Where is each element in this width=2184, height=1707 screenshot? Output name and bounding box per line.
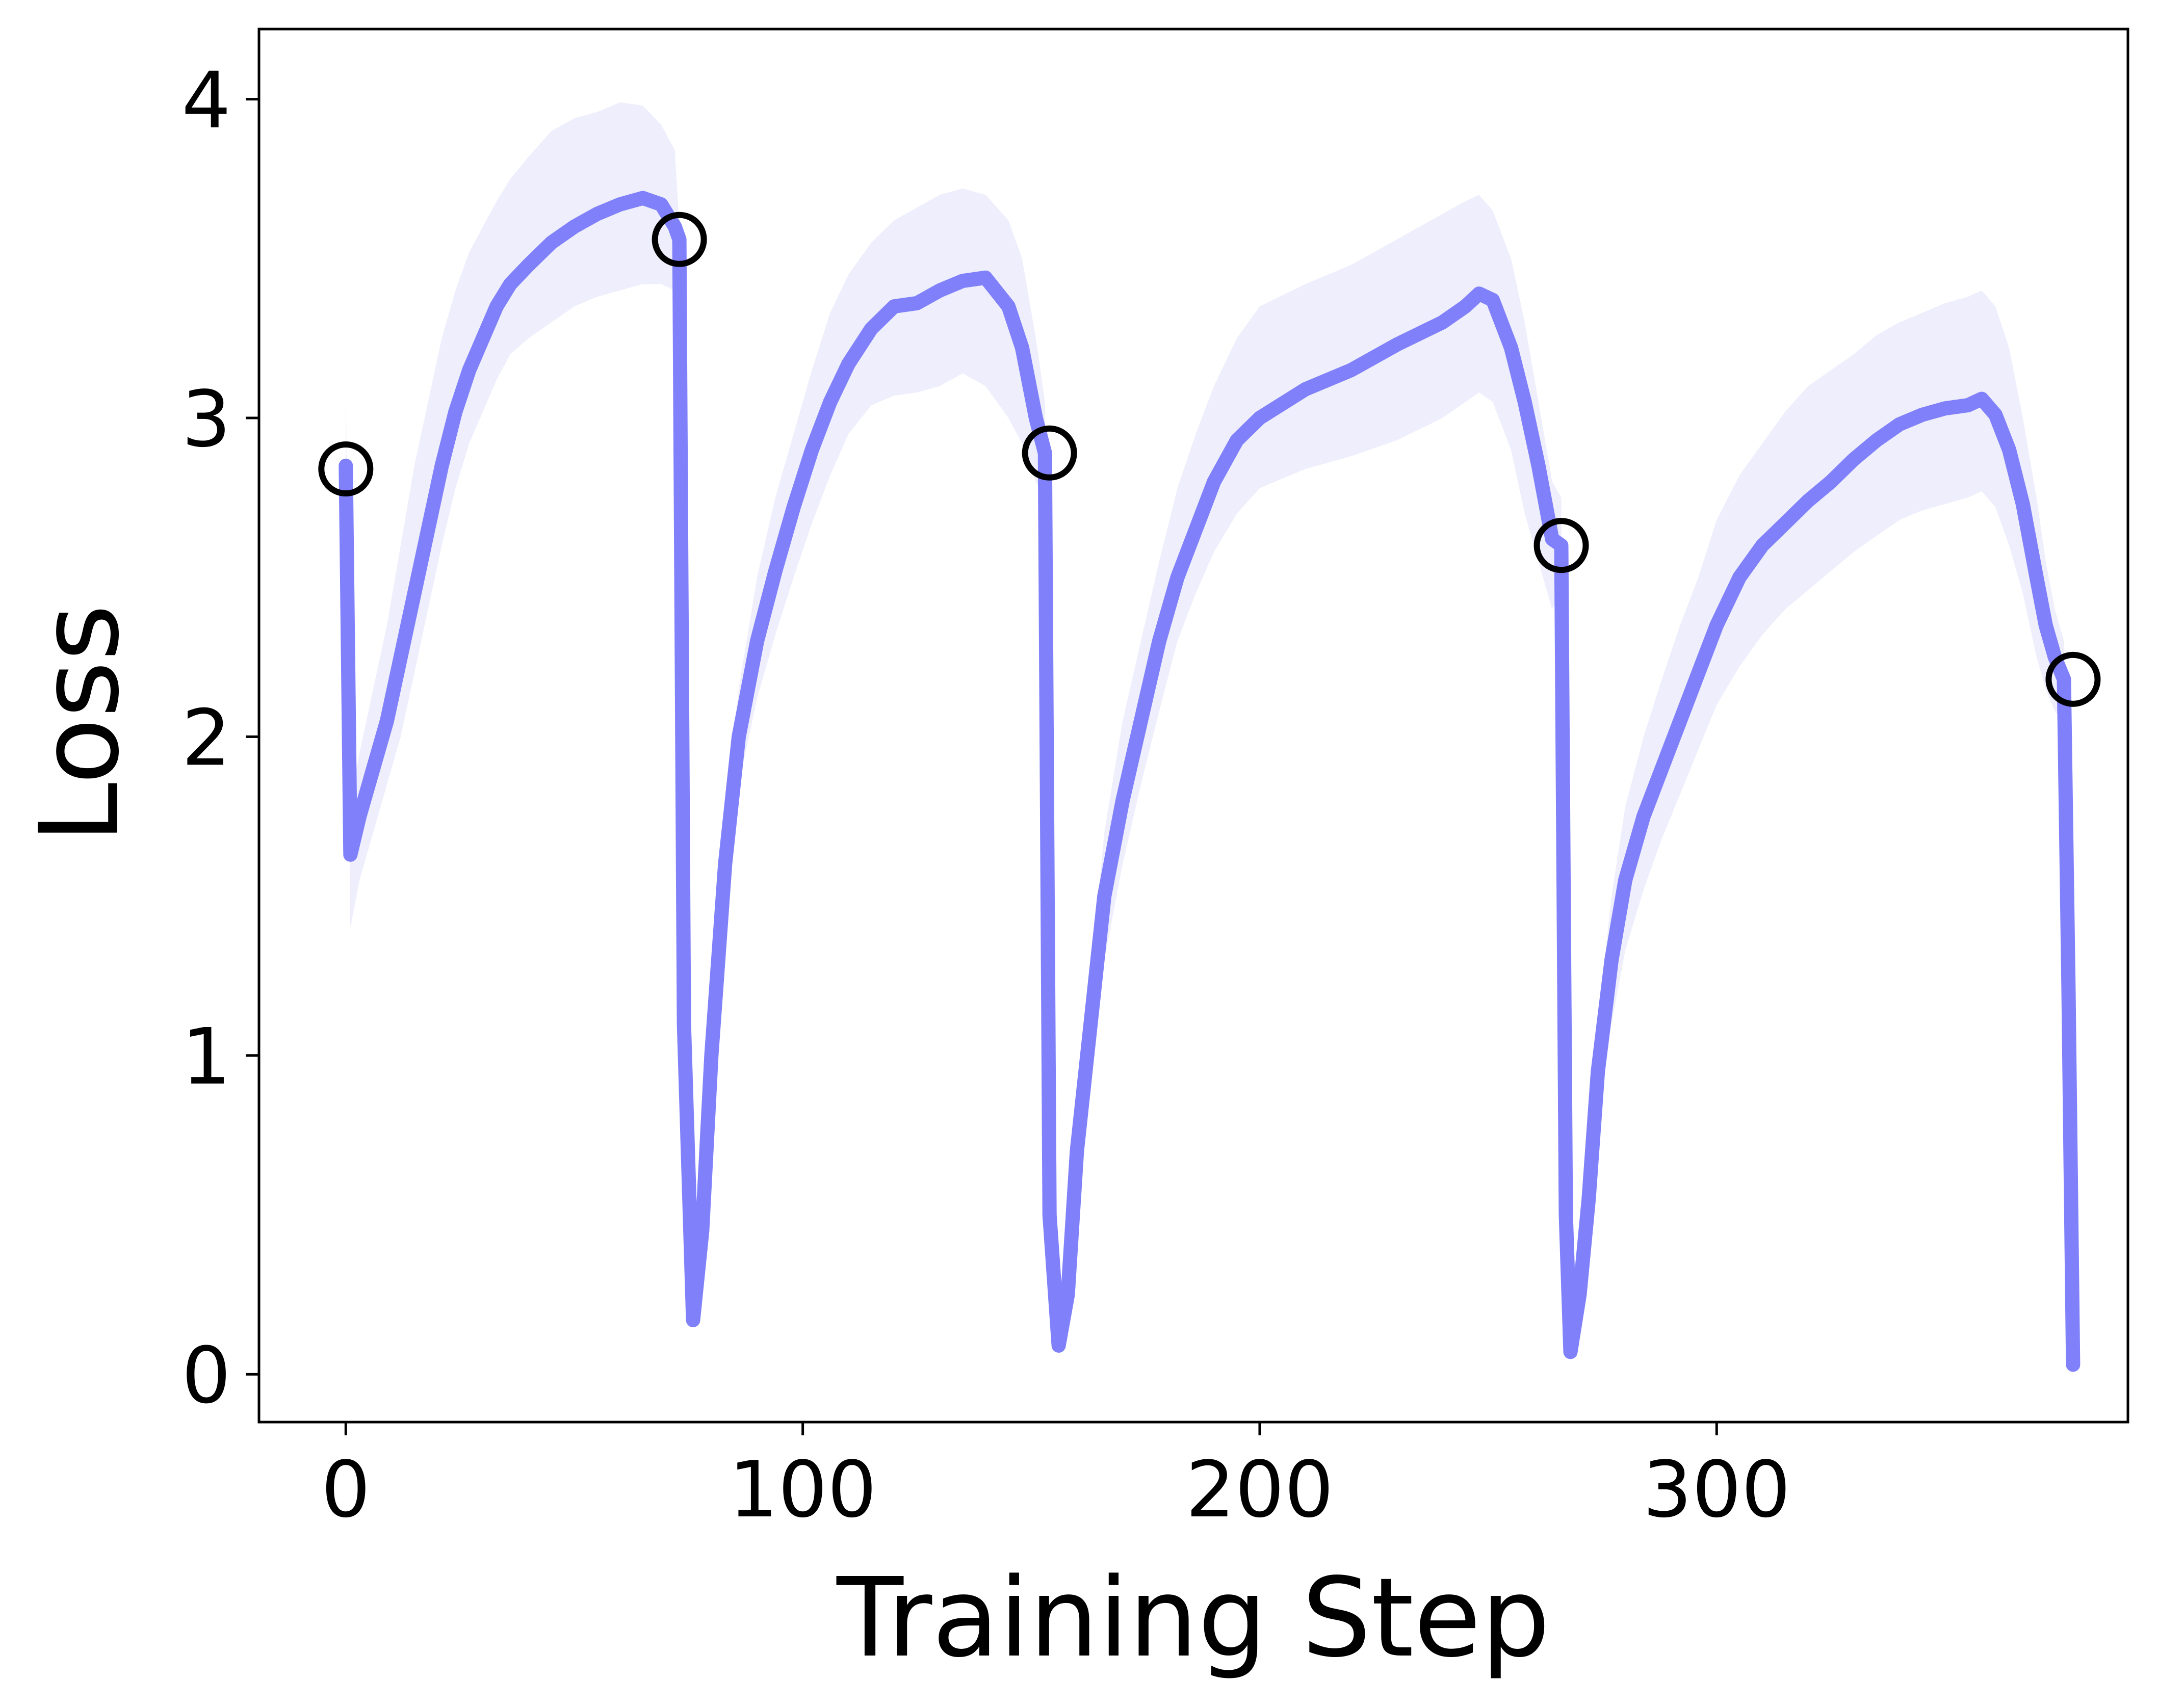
y-tick-label: 0 — [181, 1330, 231, 1421]
loss-line — [339, 191, 2081, 1372]
x-tick-label: 300 — [1643, 1445, 1790, 1535]
y-axis-ticks: 0 1 2 3 4 — [181, 56, 259, 1421]
y-tick-label: 1 — [181, 1012, 231, 1102]
x-tick-label: 0 — [321, 1445, 371, 1535]
marker-circle — [1533, 518, 1589, 573]
y-tick-label: 3 — [181, 374, 231, 464]
x-axis-title: Training Step — [836, 1555, 1550, 1682]
y-axis-title: Loss — [16, 604, 143, 843]
std-band — [346, 102, 2073, 1368]
std-band-layer — [346, 102, 2073, 1368]
marker-circle — [318, 441, 374, 497]
x-tick-label: 200 — [1186, 1445, 1334, 1535]
series-line-layer — [339, 191, 2081, 1372]
x-tick-label: 100 — [729, 1445, 877, 1535]
marker-circle — [1022, 425, 1077, 481]
plot-area-frame — [257, 28, 2129, 1424]
y-tick-label: 4 — [181, 56, 231, 146]
marker-circle — [652, 212, 707, 267]
x-axis-ticks: 0 100 200 300 — [321, 1422, 1790, 1535]
y-tick-label: 2 — [181, 693, 231, 783]
marker-layer — [318, 212, 2101, 707]
marker-circle — [2045, 651, 2101, 707]
